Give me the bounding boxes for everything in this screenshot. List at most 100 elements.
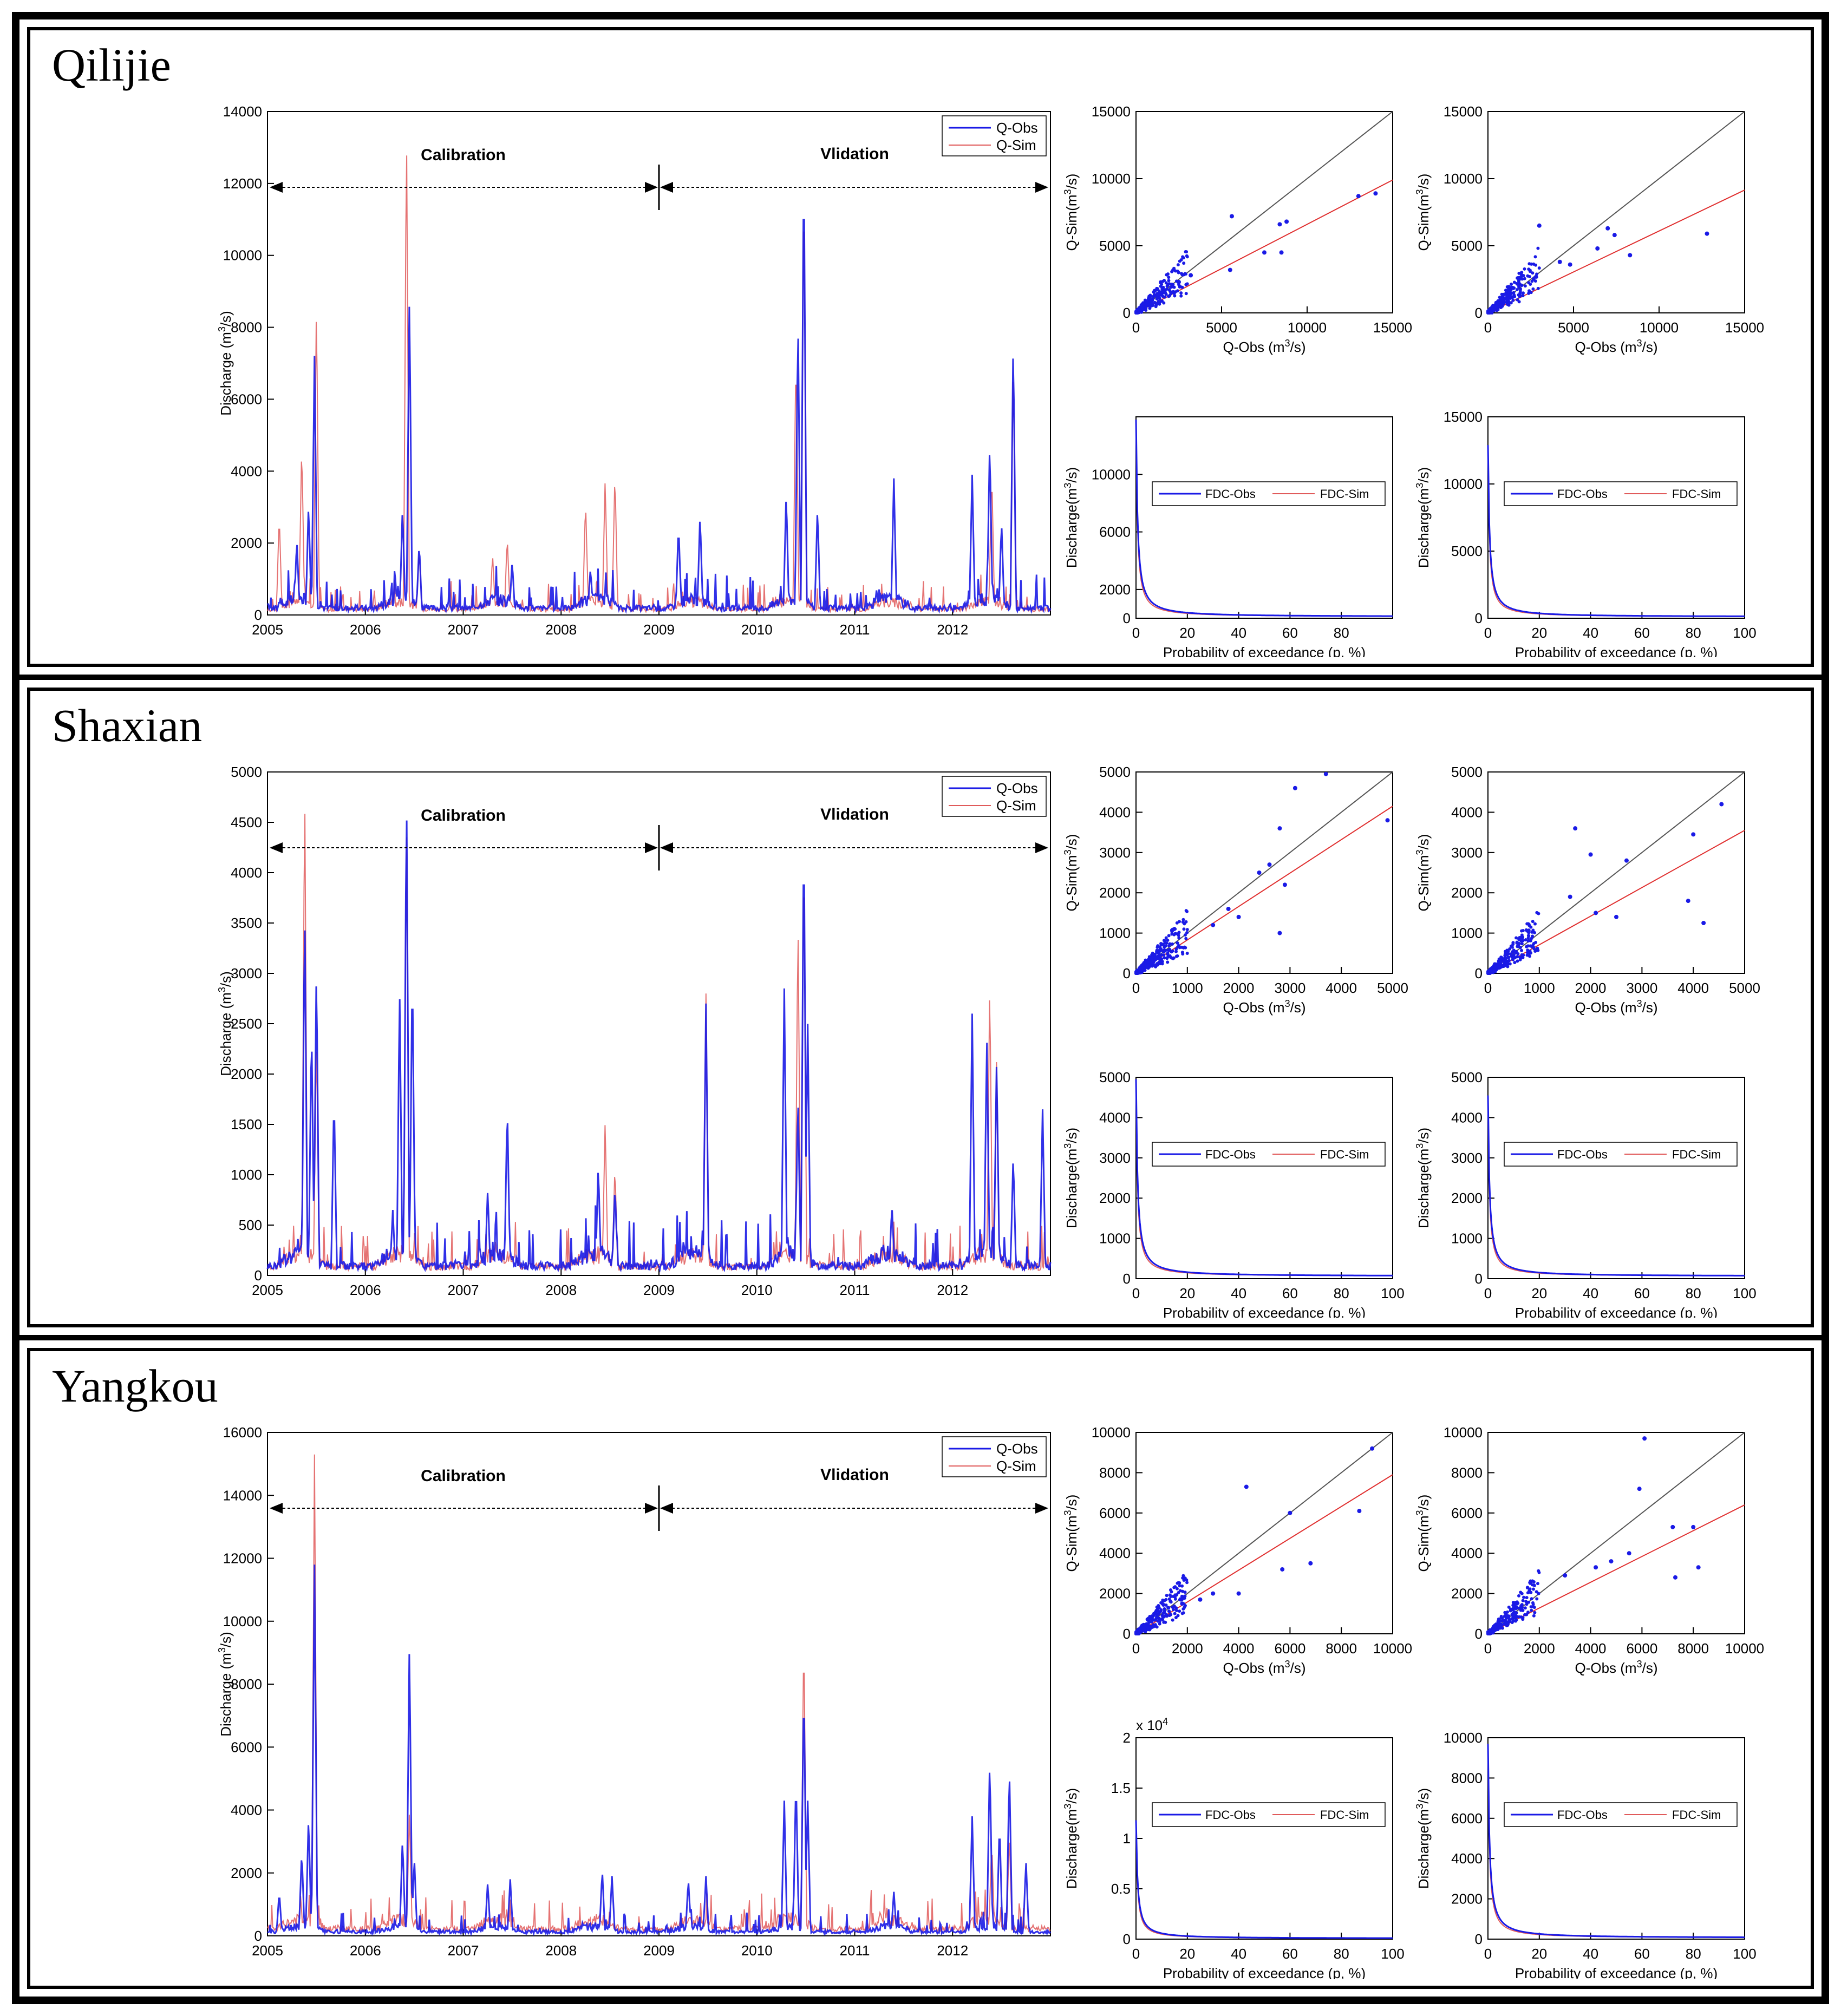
scatter-point: [1525, 1602, 1529, 1606]
scatter-point: [1146, 1628, 1150, 1632]
x-tick-label: 5000: [1377, 980, 1408, 996]
scatter-point: [1164, 1603, 1168, 1607]
scatter-point: [1510, 285, 1514, 289]
scatter-point: [1514, 936, 1518, 940]
scatter-point: [1637, 1487, 1642, 1491]
y-axis-label: Q-Sim(m3/s): [1062, 174, 1080, 251]
y-tick-label: 10000: [223, 247, 262, 264]
scatter-calibration: 0 5000 10000 15000 0 5000 10000 15000 Q-Sim(m3/s…: [1062, 103, 1412, 355]
scatter-point: [1499, 299, 1503, 303]
scatter-point: [1257, 870, 1262, 875]
scatter-point: [1169, 285, 1173, 289]
fdc-obs-line: [1487, 1095, 1745, 1277]
scatter-point: [1507, 955, 1511, 959]
scatter-point: [1158, 297, 1161, 300]
legend-label-sim: Q-Sim: [996, 797, 1036, 814]
timeseries-chart: 2005 2006 2007 2008 2009 2010 2011 2012 0 2000 400…: [217, 1424, 1052, 1959]
scatter-point: [1169, 292, 1173, 296]
scatter-point: [1531, 945, 1535, 948]
series-line-q-obs: [266, 820, 1052, 1273]
legend-label-obs: FDC-Obs: [1557, 1808, 1608, 1822]
x-tick-label: 2008: [545, 1942, 577, 1959]
scatter-point: [1501, 957, 1505, 961]
scatter-point: [1323, 771, 1328, 776]
regression-line: [1487, 830, 1745, 974]
y-tick-label: 8000: [231, 319, 262, 336]
scatter-point: [1531, 1579, 1535, 1583]
scatter-point: [1134, 972, 1138, 975]
scatter-point: [1520, 933, 1524, 937]
scatter-point: [1180, 1612, 1184, 1615]
x-tick-label: 2007: [448, 1942, 479, 1959]
scatter-point: [1170, 270, 1174, 273]
scatter-point: [1523, 267, 1526, 271]
scatter-point: [1512, 1613, 1516, 1616]
x-axis-label: Probability of exceedance (p, %): [1515, 644, 1718, 657]
scatter-point: [1521, 291, 1525, 295]
scatter-point: [1518, 293, 1522, 297]
scatter-point: [1168, 1593, 1172, 1597]
x-tick-label: 80: [1686, 1946, 1701, 1962]
x-tick-label: 2009: [643, 621, 675, 638]
x-tick-label: 2012: [937, 1942, 968, 1959]
y-tick-label: 4000: [1451, 1545, 1483, 1561]
scatter-point: [1184, 937, 1188, 940]
scatter-point: [1516, 952, 1520, 956]
scatter-point: [1154, 1612, 1158, 1616]
scatter-point: [1691, 1524, 1696, 1529]
series-line-q-obs: [267, 219, 1052, 614]
station-panel-yangkou: Yangkou 2005 2006 2007 2008 2009 2010 2011 2012…: [19, 1340, 1822, 1997]
scatter-point: [1537, 266, 1541, 270]
x-axis-label: Q-Obs (m3/s): [1223, 998, 1305, 1016]
scatter-point: [1154, 957, 1158, 960]
scatter-point: [1496, 1623, 1500, 1627]
y-tick-label: 4000: [1099, 1545, 1131, 1561]
y-tick-label: 10000: [1092, 171, 1131, 187]
station-charts-qilijie: 2005 2006 2007 2008 2009 2010 2011 201202000400…: [217, 103, 1764, 660]
y-axis-label: Discharge (m3/s): [217, 311, 234, 416]
y-tick-label: 4000: [1451, 1850, 1483, 1867]
scatter-point: [1173, 1612, 1177, 1615]
scatter-point: [1157, 960, 1161, 964]
x-tick-label: 5000: [1206, 319, 1237, 336]
scatter-point: [1357, 1509, 1362, 1514]
scatter-point: [1181, 1589, 1185, 1593]
legend-label-obs: Q-Obs: [996, 780, 1038, 796]
x-tick-label: 100: [1733, 1946, 1756, 1962]
scatter-point: [1152, 294, 1155, 298]
x-tick-label: 20: [1179, 625, 1195, 641]
y-axis-label: Discharge (m3/s): [217, 971, 234, 1076]
y-tick-label: 2000: [231, 1865, 262, 1881]
scatter-point: [1181, 255, 1185, 259]
scatter-point: [1139, 1625, 1143, 1628]
scatter-point: [1627, 1551, 1631, 1556]
scatter-point: [1529, 944, 1532, 948]
y-tick-label: 8000: [1099, 1464, 1131, 1481]
y-tick-label: 0: [1475, 610, 1483, 626]
plot-area: [1487, 1737, 1745, 1940]
scatter-point: [1167, 276, 1171, 279]
validation-label: Vlidation: [820, 1466, 889, 1484]
scatter-point: [1519, 287, 1523, 291]
scatter-point: [1530, 262, 1533, 266]
x-tick-label: 6000: [1274, 1640, 1305, 1657]
x-axis-label: Probability of exceedance (p, %): [1163, 1965, 1366, 1979]
scatter-point: [1501, 297, 1505, 301]
legend-box: [942, 1436, 1047, 1477]
regression-line: [1135, 1474, 1393, 1634]
scatter-point: [1507, 959, 1511, 963]
arrow-head: [660, 182, 673, 193]
scatter-point: [1244, 1484, 1249, 1489]
x-tick-label: 2010: [741, 1942, 773, 1959]
scatter-point: [1518, 283, 1522, 286]
y-tick-label: 5000: [1099, 1069, 1131, 1085]
x-tick-label: 2011: [840, 1282, 870, 1298]
scatter-point: [1536, 1582, 1539, 1586]
scatter-point: [1498, 963, 1501, 967]
y-tick-label: 10000: [1092, 466, 1131, 482]
scatter-point: [1517, 271, 1521, 275]
scatter-point: [1373, 191, 1378, 196]
x-tick-label: 0: [1484, 1946, 1492, 1962]
scatter-point: [1531, 920, 1535, 924]
scatter-point: [1523, 284, 1527, 288]
